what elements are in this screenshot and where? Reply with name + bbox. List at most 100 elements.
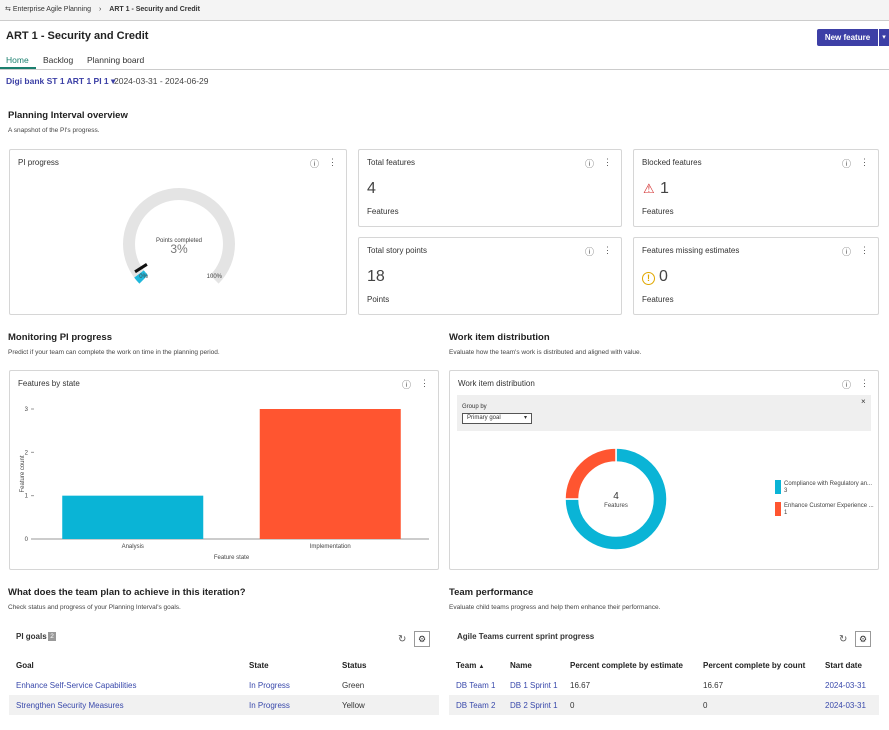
refresh-icon[interactable]: ↻	[398, 634, 407, 645]
metric-unit: Points	[367, 295, 390, 304]
tab[interactable]: Planning board	[87, 55, 145, 65]
column-header[interactable]: Team ▲	[449, 655, 503, 675]
sort-icon: ▲	[478, 663, 485, 670]
column-header: Start date	[825, 660, 862, 670]
header-row: Goal State Status	[9, 655, 439, 675]
card-title: Total story points	[367, 246, 428, 255]
donut-total-label: Features	[604, 503, 628, 509]
y-tick-label: 1	[25, 494, 29, 500]
close-icon[interactable]: ×	[861, 397, 866, 406]
row: DB Team 2 DB 2 Sprint 1 0 0 2024-03-31	[449, 695, 879, 715]
team-link[interactable]: DB Team 2	[449, 695, 503, 715]
menu-icon[interactable]: ⋮	[603, 245, 612, 255]
pi-name: Digi bank ST 1 ART 1 PI 1	[6, 76, 109, 86]
menu-icon[interactable]: ⋮	[860, 245, 869, 255]
card-title: PI progress	[18, 158, 59, 167]
card-title: Blocked features	[642, 158, 702, 167]
tab[interactable]: Backlog	[43, 55, 74, 65]
menu-icon[interactable]: ⋮	[860, 157, 869, 167]
date-link[interactable]: 2024-03-31	[825, 680, 866, 690]
state-link[interactable]: In Progress	[242, 695, 335, 715]
info-icon[interactable]: ⓘ	[842, 159, 852, 169]
metric-unit: Features	[367, 207, 399, 216]
header-text: Team	[456, 660, 477, 670]
group-by-select[interactable]: Primary goal ▾	[462, 413, 532, 424]
section-subtitle: Check status and progress of your Planni…	[8, 604, 181, 611]
metric-unit: Features	[642, 207, 674, 216]
section-subtitle: Evaluate child teams progress and help t…	[449, 604, 661, 611]
gauge-value-label: 3%	[170, 242, 188, 256]
x-axis-title: Feature state	[214, 555, 250, 561]
info-icon[interactable]: ⓘ	[585, 159, 595, 169]
info-icon[interactable]: ⓘ	[842, 247, 852, 257]
cell: Yellow	[335, 695, 439, 715]
select-arrow: ▾	[523, 415, 527, 421]
sprint-link[interactable]: DB 1 Sprint 1	[510, 680, 558, 690]
new-feature-button[interactable]: New feature	[817, 29, 878, 46]
column-header: Goal	[16, 660, 34, 670]
legend-label: Compliance with Regulatory an...	[784, 481, 872, 487]
metric-card: Features missing estimates ⓘ ⋮ ! 0 Featu…	[633, 237, 879, 315]
info-icon[interactable]: ⓘ	[842, 380, 852, 390]
dropdown-button[interactable]: ▾	[879, 29, 889, 46]
y-tick-label: 2	[25, 450, 29, 456]
card-title: Features missing estimates	[642, 246, 740, 255]
table-title: PI goals	[16, 632, 47, 641]
column-header: Name	[510, 660, 532, 670]
metric-value: 4	[367, 180, 376, 197]
header-row: Team ▲ Name Percent complete by estimate Pe…	[449, 655, 879, 675]
section-title: What does the team plan to achieve in th…	[8, 587, 246, 598]
section-subtitle: A snapshot of the PI's progress.	[8, 127, 100, 134]
tab[interactable]: Home	[6, 55, 29, 65]
group-by-panel: Group by Primary goal ▾ ×	[457, 395, 871, 431]
column-header: State	[249, 660, 269, 670]
x-tick-label: Analysis	[122, 544, 144, 550]
separator: ›	[99, 6, 102, 13]
settings-button[interactable]: ⚙	[855, 631, 871, 647]
section-title: Work item distribution	[449, 332, 550, 343]
state-link[interactable]: In Progress	[249, 680, 290, 690]
menu-icon[interactable]: ⋮	[420, 378, 429, 388]
metric-unit: Features	[642, 295, 674, 304]
cell: 16.67	[570, 680, 591, 690]
menu-icon[interactable]: ⋮	[603, 157, 612, 167]
pi-selector[interactable]: Digi bank ST 1 ART 1 PI 1 ▾	[6, 76, 116, 86]
metric-value: 18	[367, 268, 385, 285]
team-link[interactable]: DB Team 1	[456, 680, 496, 690]
icon: ⇆	[5, 6, 11, 13]
divider	[0, 69, 889, 70]
legend-swatch	[775, 480, 781, 494]
settings-button[interactable]: ⚙	[414, 631, 430, 647]
info-icon[interactable]: ⓘ	[402, 380, 412, 390]
sprint-link[interactable]: DB 2 Sprint 1	[503, 695, 563, 715]
info-icon[interactable]: ⓘ	[310, 159, 320, 169]
info-icon[interactable]: ⓘ	[585, 247, 595, 257]
select-value: Primary goal	[467, 415, 501, 421]
bar-chart-card: Features by state ⓘ ⋮ 0 1 2 3 Analysis Implem…	[9, 370, 439, 570]
goal-link[interactable]: Strengthen Security Measures	[9, 695, 242, 715]
menu-icon[interactable]: ⋮	[328, 157, 337, 167]
breadcrumb-link[interactable]: Enterprise Agile Planning	[12, 6, 92, 13]
cell: Green	[342, 680, 365, 690]
donut-total: 4	[613, 491, 619, 502]
card-title: Work item distribution	[458, 379, 535, 388]
table-title: Agile Teams current sprint progress	[457, 632, 595, 641]
goal-link[interactable]: Enhance Self-Service Capabilities	[16, 680, 137, 690]
metric-card: Total features ⓘ ⋮ 4 Features	[358, 149, 622, 227]
refresh-icon[interactable]: ↻	[839, 634, 848, 645]
row: Strengthen Security Measures In Progress Y…	[9, 695, 439, 715]
card-title: Features by state	[18, 379, 80, 388]
column-header: Percent complete by estimate	[570, 660, 683, 670]
pi-dates: 2024-03-31 - 2024-06-29	[114, 76, 209, 86]
menu-icon[interactable]: ⋮	[860, 378, 869, 388]
gauge-tick-label: 0%	[139, 274, 148, 280]
bar	[259, 409, 401, 539]
bar	[62, 495, 204, 539]
page-title: ART 1 - Security and Credit	[6, 30, 149, 42]
cell: 0	[563, 695, 696, 715]
date-link[interactable]: 2024-03-31	[818, 695, 879, 715]
goals-table: Goal State Status Enhance Self-Service Cap…	[9, 655, 439, 715]
